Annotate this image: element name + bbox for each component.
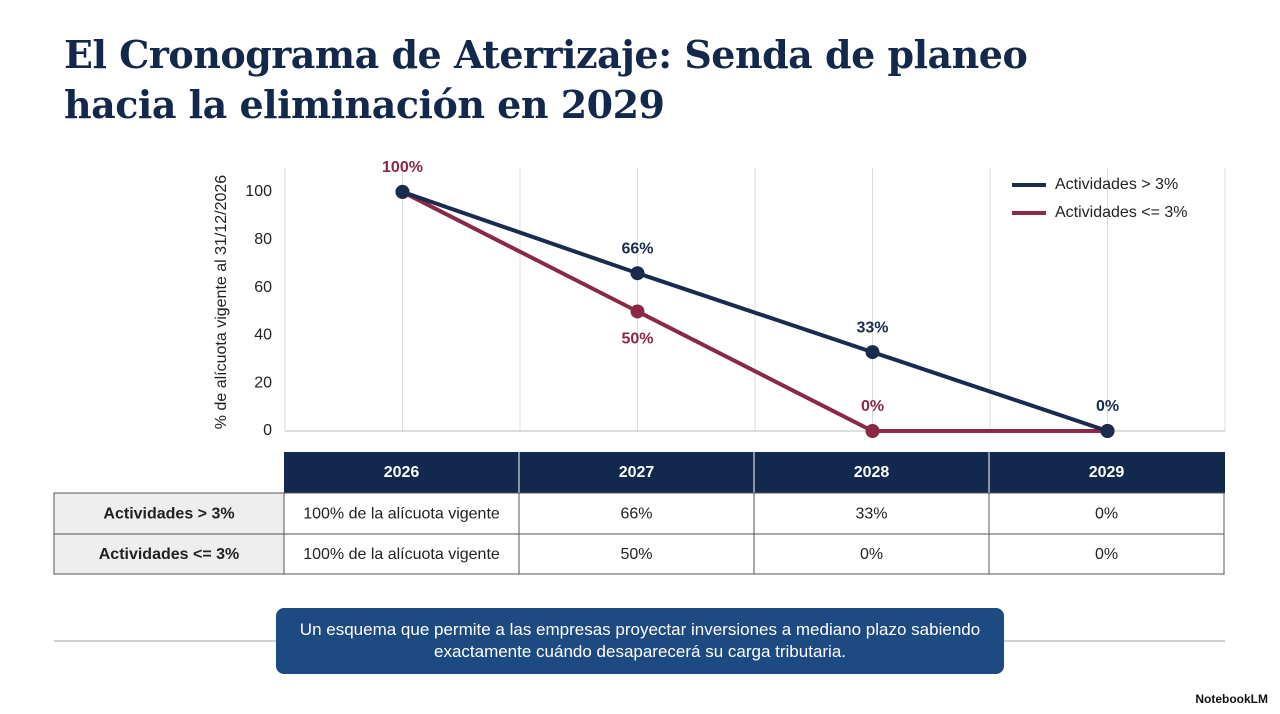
table-cell (753, 533, 990, 575)
y-tick-label: 40 (254, 327, 272, 344)
data-label: 66% (621, 240, 653, 257)
data-label: 0% (861, 398, 884, 415)
data-label: 33% (856, 319, 888, 336)
y-tick-label: 100 (245, 183, 272, 200)
table-cell-text: Actividades > 3% (103, 506, 234, 523)
table-cell (988, 492, 1225, 535)
y-axis-label: % de alícuota vigente al 31/12/2026 (213, 175, 230, 430)
table-header-cell: 2028 (854, 464, 890, 481)
table-cell-text: 0% (1095, 546, 1118, 563)
y-tick-label: 0 (263, 422, 272, 439)
callout: Un esquema que permite a las empresas pr… (276, 608, 1004, 674)
data-label: 100% (382, 159, 423, 176)
point (865, 424, 880, 438)
row-label-bg (53, 533, 285, 575)
table-cell-text: 0% (860, 546, 883, 563)
table-cell-text: 100% de la alícuota vigente (303, 546, 500, 563)
series-line (401, 190, 1108, 433)
table-cell-text: 33% (855, 506, 887, 523)
data-label: 50% (621, 331, 653, 348)
y-tick-label: 20 (254, 374, 272, 391)
legend-label: Actividades <= 3% (1055, 204, 1188, 221)
table-cell (283, 533, 520, 575)
table-header-cell: 2029 (1089, 464, 1125, 481)
table-header-cell: 2027 (619, 464, 655, 481)
table-cell-text: 66% (620, 506, 652, 523)
table-cell-text: 100% de la alícuota vigente (303, 506, 500, 523)
series-line (401, 190, 1109, 433)
point (630, 304, 645, 319)
point (630, 266, 645, 281)
brand: NotebookLM (1195, 692, 1268, 706)
table-cell-text: Actividades <= 3% (99, 546, 240, 563)
table-cell (988, 533, 1225, 575)
data-label: 0% (1096, 398, 1119, 415)
point (865, 345, 880, 360)
point (1100, 424, 1115, 438)
y-tick-label: 80 (254, 231, 272, 248)
table-header-cell: 2026 (384, 464, 420, 481)
y-tick-label: 60 (254, 279, 272, 296)
table-cell-text: 50% (620, 546, 652, 563)
table-cell (518, 492, 755, 535)
row-label-bg (53, 492, 285, 535)
point (395, 184, 410, 199)
table-cell-text: 0% (1095, 506, 1118, 523)
legend-label: Actividades > 3% (1055, 176, 1178, 193)
slide-title: El Cronograma de Aterrizaje: Senda de pl… (64, 32, 1028, 127)
